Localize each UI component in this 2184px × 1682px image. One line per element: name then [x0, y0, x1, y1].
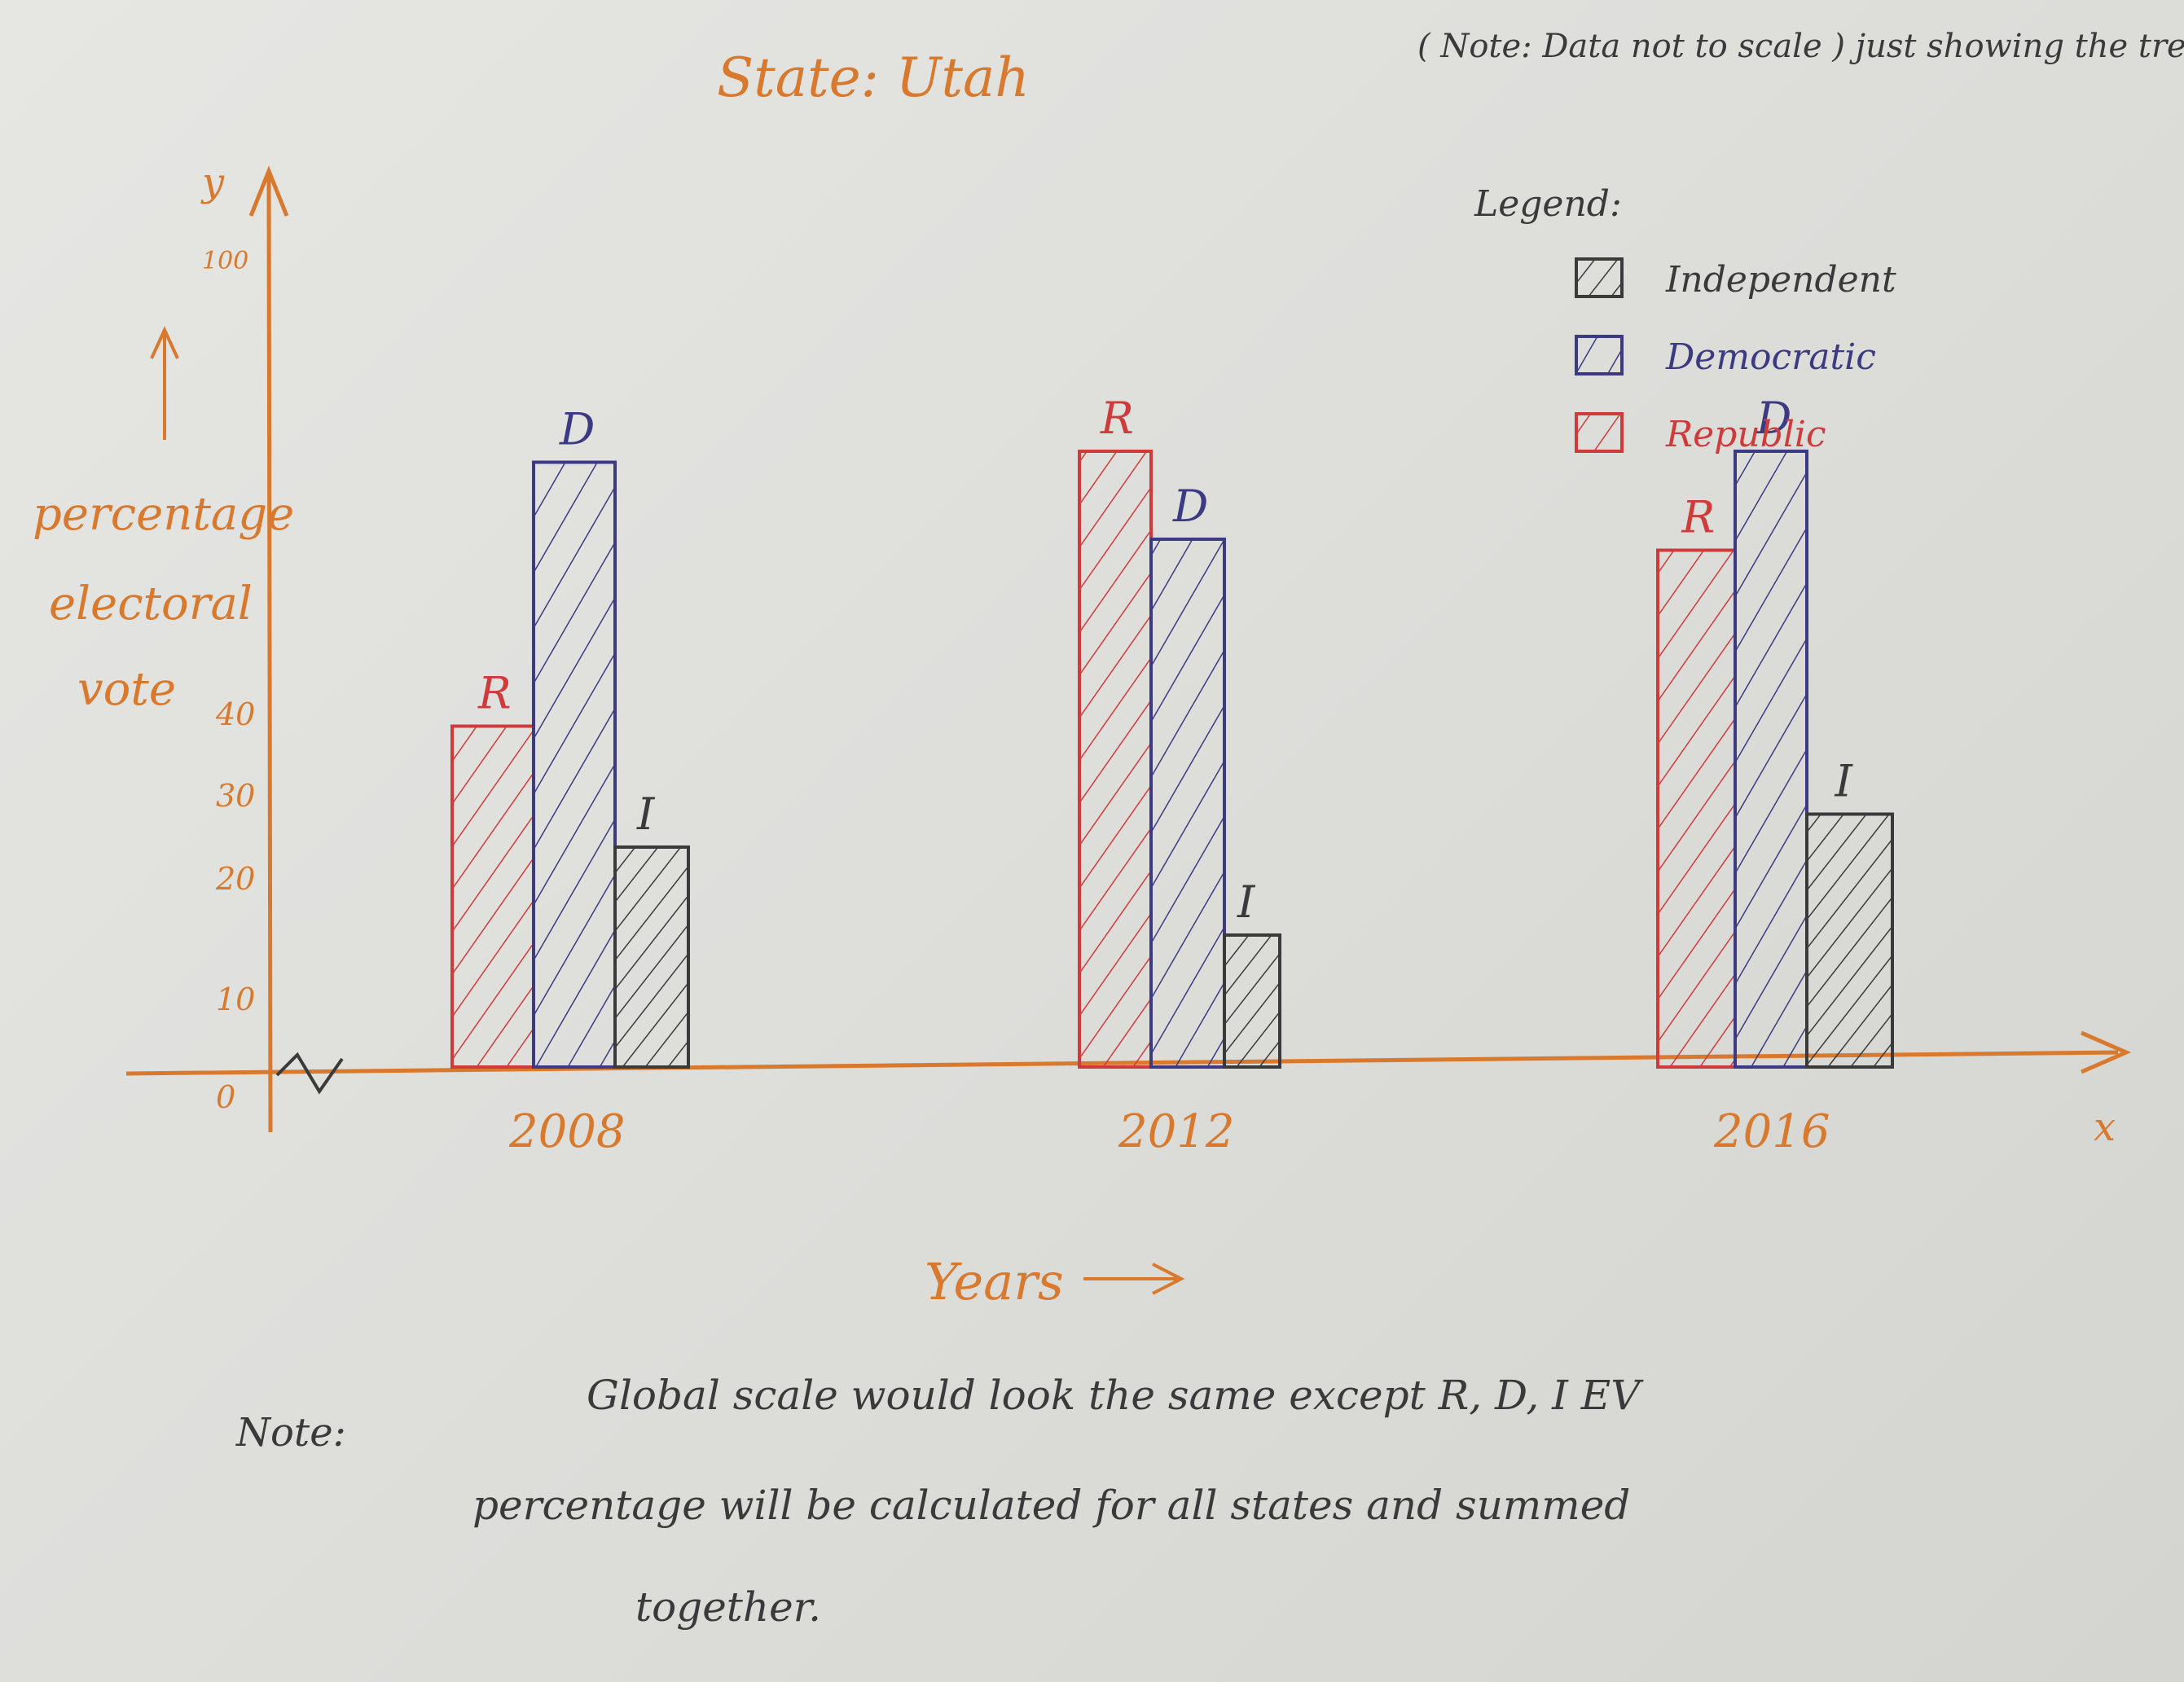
legend-swatch-independent	[1575, 257, 1624, 298]
x-axis-arrowhead	[2081, 1030, 2132, 1074]
bar-i-2012	[1223, 933, 1281, 1069]
bar-i-2008	[613, 845, 690, 1069]
legend-label-democratic: Democratic	[1665, 336, 1876, 378]
legend-title: Legend:	[1474, 183, 1622, 225]
bar-d-2008	[532, 460, 617, 1069]
y-axis-line	[266, 174, 273, 1133]
x-category-labels: 2008 2012 2016	[508, 1105, 1830, 1158]
bar-letter-d-2008: D	[559, 404, 595, 455]
note-top: ( Note: Data not to scale ) just showing…	[1417, 28, 2184, 65]
legend-label-independent: Independent	[1665, 259, 1896, 301]
x-axis-title: Years	[925, 1252, 1064, 1311]
y-tick-label-40: 40	[215, 696, 255, 732]
x-category-label-2008: 2008	[508, 1105, 626, 1158]
y-axis-title-group: percentage electoral vote	[33, 326, 309, 716]
legend-swatch-republic	[1575, 412, 1624, 453]
y-axis-arrowhead	[248, 165, 289, 217]
bar-letter-d-2012: D	[1172, 481, 1208, 532]
bar-letter-r-2016: R	[1681, 492, 1716, 543]
bar-r-2012	[1078, 450, 1153, 1069]
x-axis-title-group: Years	[925, 1252, 1185, 1311]
bar-d-2016	[1734, 450, 1808, 1069]
bar-letter-r-2008: R	[477, 668, 512, 719]
bar-r-2016	[1656, 548, 1737, 1069]
bar-letter-r-2012: R	[1100, 393, 1134, 444]
y-tick-label-100: 100	[202, 247, 248, 275]
legend: Legend: Independent Democratic Republic	[1474, 183, 1896, 455]
x-category-label-2012: 2012	[1118, 1105, 1235, 1158]
bar-letter-i-2012: I	[1237, 876, 1256, 928]
chart-title: State: Utah	[717, 46, 1030, 109]
y-tick-label-30: 30	[216, 778, 255, 814]
bar-r-2008	[450, 724, 535, 1069]
bar-d-2012	[1149, 538, 1226, 1069]
x-axis-title-arrowhead	[1152, 1263, 1185, 1295]
y-tick-label-0: 0	[216, 1079, 235, 1115]
y-axis-title: percentage electoral vote	[33, 488, 309, 716]
bar-letter-i-2016: I	[1835, 756, 1854, 807]
legend-label-republic: Republic	[1665, 414, 1826, 455]
axis-break-mark	[275, 1052, 344, 1095]
bar-i-2016	[1805, 812, 1894, 1069]
y-tick-labels: 0 10 20 30 40 100	[202, 247, 255, 1115]
y-axis-letter: y	[200, 160, 225, 205]
y-tick-label-10: 10	[216, 982, 255, 1017]
x-axis-letter: x	[2094, 1104, 2116, 1150]
bar-letter-d-2016: D	[1756, 393, 1791, 444]
bar-letter-i-2008: I	[636, 788, 656, 840]
bottom-note: Note: Global scale would look the same e…	[235, 1372, 1653, 1631]
bottom-note-label: Note:	[235, 1410, 346, 1456]
x-category-label-2016: 2016	[1713, 1105, 1830, 1158]
bottom-note-text: Global scale would look the same except …	[472, 1372, 1653, 1631]
legend-swatch-democratic	[1575, 335, 1624, 375]
y-tick-label-20: 20	[215, 861, 255, 897]
y-axis-title-arrowhead	[150, 326, 179, 359]
